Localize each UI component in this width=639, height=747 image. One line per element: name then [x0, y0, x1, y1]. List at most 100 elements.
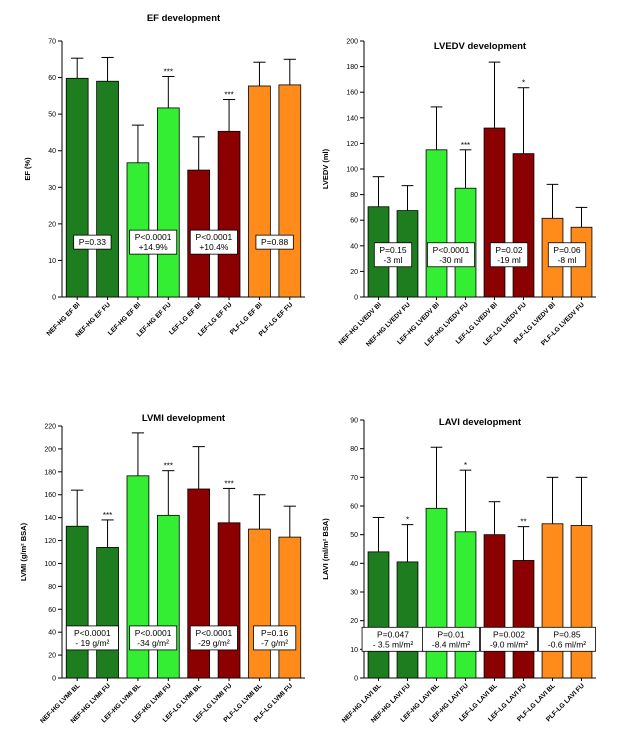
annotation-text: -7 g/m² — [261, 638, 288, 648]
y-tick-label: 60 — [48, 75, 56, 82]
y-tick-label: 50 — [48, 112, 56, 119]
y-axis-label: EF (%) — [23, 157, 32, 181]
annotation-text: -0.6 ml/m² — [548, 639, 586, 649]
significance-marker: * — [406, 516, 409, 525]
bar — [396, 561, 419, 679]
y-tick-label: 160 — [44, 492, 56, 499]
annotation-text: P=0.16 — [261, 628, 288, 638]
annotation-box — [253, 625, 297, 651]
y-tick-label: 20 — [48, 221, 56, 228]
chart-panel-2: LVEDV development LVEDV (ml) 0 20 40 60 80 100 1… — [321, 39, 596, 348]
y-tick-label: 70 — [48, 39, 56, 46]
annotation-box — [255, 234, 294, 250]
bar — [96, 80, 119, 298]
y-tick-label: 20 — [48, 653, 56, 660]
annotation-box — [373, 242, 413, 268]
y-tick-label: 200 — [346, 39, 358, 46]
y-tick-label: 180 — [346, 64, 358, 71]
bar — [425, 149, 448, 298]
y-tick-label: 60 — [48, 607, 56, 614]
annotation-text: -9.0 ml/m² — [490, 639, 528, 649]
y-tick-label: 140 — [346, 115, 358, 122]
bar — [541, 523, 564, 679]
bar — [512, 153, 535, 298]
y-tick-label: 220 — [44, 424, 56, 431]
annotation-text: -8.4 ml/m² — [432, 639, 470, 649]
annotation-text: P=0.02 — [495, 245, 522, 255]
y-tick-label: 20 — [350, 618, 358, 625]
bar — [156, 514, 180, 679]
y-tick-label: 90 — [350, 418, 358, 425]
y-tick-label: 40 — [48, 148, 56, 155]
chart-title: LVMI development — [142, 413, 226, 424]
y-tick-label: 160 — [346, 90, 358, 97]
y-tick-label: 80 — [350, 192, 358, 199]
annotation-text: P=0.01 — [437, 629, 464, 639]
bar — [278, 84, 302, 298]
significance-marker: * — [522, 79, 525, 88]
y-tick-label: 10 — [350, 647, 358, 654]
annotation-text: -30 ml — [439, 255, 463, 265]
y-tick-label: 100 — [44, 561, 56, 568]
annotation-text: P=0.002 — [493, 629, 525, 639]
bar — [512, 560, 535, 679]
annotation-text: -29 g/m² — [198, 638, 230, 648]
bar — [248, 528, 271, 679]
significance-marker: *** — [224, 91, 233, 100]
bar — [425, 507, 448, 679]
y-tick-label: 0 — [52, 676, 56, 683]
annotation-box — [189, 625, 238, 651]
y-tick-label: 80 — [350, 446, 358, 453]
bar — [483, 127, 506, 298]
annotation-text: -19 ml — [497, 255, 521, 265]
annotation-text: P=0.88 — [261, 237, 288, 247]
y-tick-label: 140 — [44, 515, 56, 522]
y-tick-label: 100 — [346, 167, 358, 174]
annotation-box — [426, 242, 475, 268]
annotation-text: P=0.85 — [553, 629, 580, 639]
annotation-text: P<0.0001 — [74, 628, 111, 638]
y-tick-label: 0 — [354, 676, 358, 683]
y-tick-label: 120 — [44, 538, 56, 545]
bar — [217, 522, 241, 679]
annotation-text: P=0.33 — [79, 237, 106, 247]
annotation-text: P=0.06 — [553, 245, 580, 255]
annotation-box — [65, 625, 119, 651]
annotation-box — [361, 626, 425, 652]
significance-marker: *** — [164, 67, 173, 76]
annotation-text: P<0.0001 — [196, 628, 233, 638]
significance-marker: *** — [461, 141, 470, 150]
y-tick-label: 30 — [48, 185, 56, 192]
annotation-text: P<0.0001 — [433, 245, 470, 255]
annotation-box — [538, 626, 596, 652]
annotation-box — [73, 234, 112, 250]
bar — [217, 130, 241, 298]
significance-marker: *** — [164, 462, 173, 471]
significance-marker: ** — [520, 518, 526, 527]
annotation-text: +14.9% — [139, 242, 169, 252]
annotation-text: - 3.5 ml/m² — [373, 639, 414, 649]
significance-marker: *** — [224, 479, 233, 488]
y-tick-label: 80 — [48, 584, 56, 591]
annotation-box — [547, 242, 587, 268]
y-tick-label: 0 — [354, 295, 358, 302]
bar — [454, 531, 477, 679]
y-tick-label: 60 — [350, 504, 358, 511]
bar — [96, 547, 119, 679]
y-tick-label: 30 — [350, 590, 358, 597]
annotation-text: P<0.0001 — [135, 628, 172, 638]
annotation-text: +10.4% — [199, 242, 229, 252]
annotation-text: P<0.0001 — [196, 232, 233, 242]
y-tick-label: 70 — [350, 475, 358, 482]
annotation-text: -34 g/m² — [137, 638, 169, 648]
annotation-text: P=0.047 — [377, 629, 409, 639]
annotation-box — [189, 229, 238, 255]
y-tick-label: 40 — [350, 243, 358, 250]
annotation-box — [129, 625, 178, 651]
annotation-text: -3 ml — [384, 255, 403, 265]
chart-panel-3: LVMI development LVMI (g/m² BSA) 0 20 40 60 80… — [19, 413, 305, 725]
annotation-box — [489, 242, 529, 268]
significance-marker: *** — [103, 511, 112, 520]
bar — [156, 107, 180, 298]
